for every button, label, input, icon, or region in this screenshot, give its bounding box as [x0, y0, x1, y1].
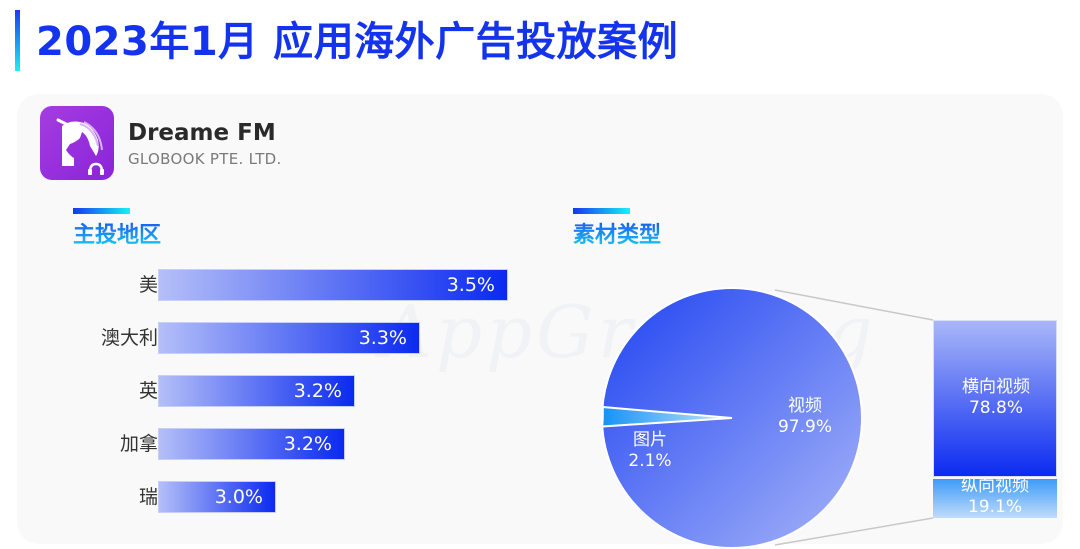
region-bar-row: 英国 3.2% [40, 375, 520, 407]
region-label: 澳大利亚 [100, 327, 177, 349]
unicorn-headphones-icon [40, 106, 114, 180]
region-value: 3.5% [446, 274, 495, 296]
region-value: 3.2% [283, 433, 332, 455]
region-bar: 3.0% [158, 481, 276, 513]
pie-slice-image [601, 405, 733, 428]
pie-label-image: 图片 2.1% [628, 430, 672, 471]
region-bar-row: 加拿大 3.2% [40, 428, 520, 460]
material-section-bar [573, 208, 630, 214]
region-bar-row: 瑞士 3.0% [40, 481, 520, 513]
region-bar-row: 美国 3.5% [40, 269, 520, 301]
page-title: 2023年1月 应用海外广告投放案例 [36, 19, 679, 65]
app-name: Dreame FM [128, 120, 276, 146]
material-pie-chart: 视频 97.9% 图片 2.1% [600, 286, 864, 549]
pie-label-video: 视频 97.9% [777, 396, 832, 437]
region-bar: 3.5% [158, 269, 508, 301]
title-accent-bar [15, 10, 20, 71]
region-value: 3.3% [358, 327, 407, 349]
regions-section-title: 主投地区 [73, 223, 162, 248]
region-bar-row: 澳大利亚 3.3% [40, 322, 520, 354]
region-bar: 3.2% [158, 428, 345, 460]
region-value: 3.2% [293, 380, 342, 402]
material-section-title: 素材类型 [573, 223, 662, 248]
stack-label-horizontal: 横向视频 78.8% [962, 377, 1030, 418]
region-bar: 3.2% [158, 375, 355, 407]
video-breakdown-stack: 横向视频 78.8% 纵向视频 19.1% [933, 320, 1057, 518]
stack-segment-vertical-video: 纵向视频 19.1% [933, 479, 1057, 518]
stack-segment-horizontal-video: 横向视频 78.8% [933, 320, 1057, 477]
app-company: GLOBOOK PTE. LTD. [128, 150, 282, 168]
regions-section-bar [73, 208, 130, 214]
region-bar: 3.3% [158, 322, 420, 354]
region-value: 3.0% [214, 486, 263, 508]
stack-label-vertical: 纵向视频 19.1% [961, 479, 1029, 517]
